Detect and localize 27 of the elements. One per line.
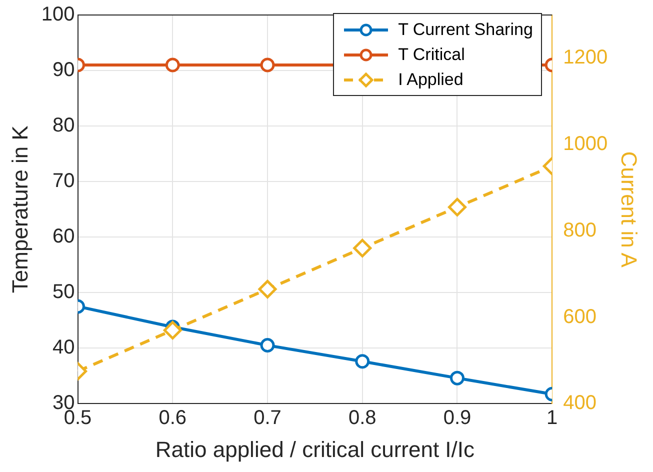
- x-tick-label: 1: [546, 407, 558, 430]
- point: [353, 238, 372, 258]
- y-axis-title: Temperature in K: [7, 125, 32, 294]
- point: [355, 354, 370, 369]
- x-tick-label: 0.6: [158, 407, 187, 430]
- y-tick-label: 40: [52, 336, 75, 359]
- legend-label: T Critical: [398, 44, 465, 64]
- y2-tick-label: 1200: [563, 46, 608, 69]
- x-axis-title: Ratio applied / critical current I/Ic: [155, 436, 475, 462]
- y2-axis-title: Current in A: [616, 151, 642, 268]
- legend-label: T Current Sharing: [398, 20, 533, 40]
- y2-tick-label: 800: [563, 219, 596, 242]
- y2-tick-label: 400: [563, 392, 596, 414]
- y-tick-label: 70: [52, 170, 75, 192]
- x-tick-label: 0.7: [254, 407, 282, 430]
- x-tick-label: 0.9: [443, 407, 472, 430]
- y-tick-label: 100: [41, 4, 75, 26]
- y-tick-label: 60: [52, 226, 75, 248]
- y-tick-label: 50: [52, 281, 75, 304]
- y2-tick-label: 600: [563, 306, 596, 328]
- y-tick-label: 90: [52, 59, 75, 82]
- legend-label: I Applied: [398, 70, 464, 90]
- y-tick-label: 80: [52, 114, 75, 137]
- y2-tick-label: 1000: [563, 133, 608, 156]
- point: [260, 338, 275, 353]
- x-tick-label: 0.8: [348, 407, 376, 430]
- point: [258, 280, 277, 298]
